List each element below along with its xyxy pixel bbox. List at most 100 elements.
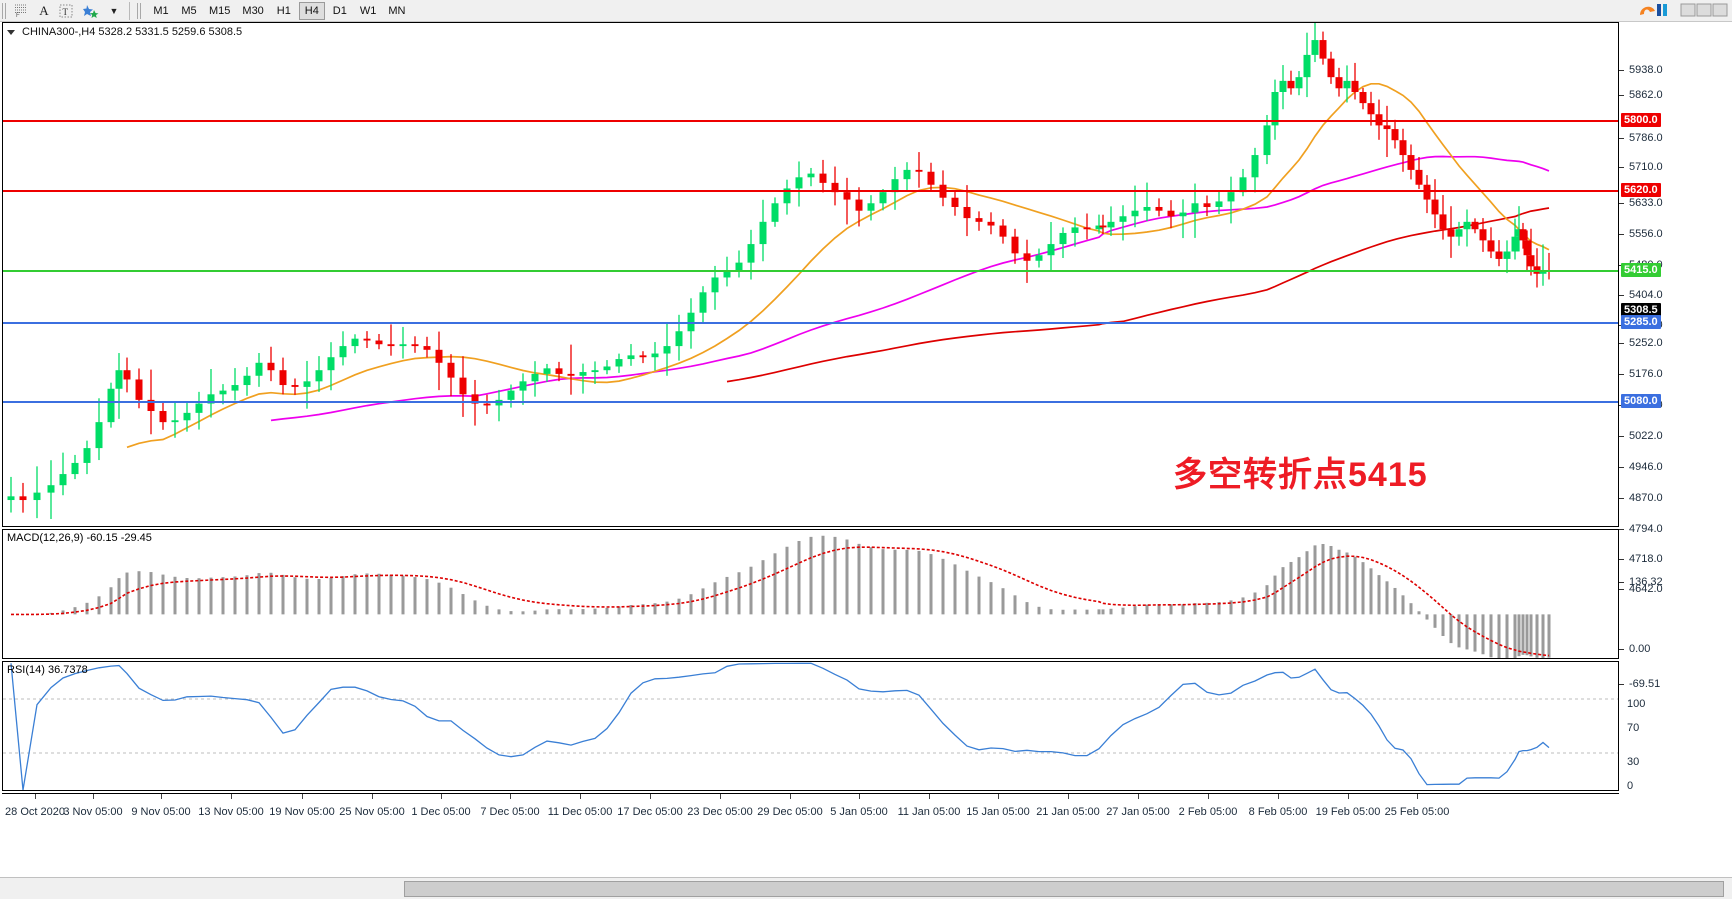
time-tick-label: 8 Feb 05:00	[1248, 806, 1308, 818]
time-tick-label: 19 Nov 05:00	[269, 806, 335, 818]
time-tick-label: 21 Jan 05:00	[1036, 806, 1100, 818]
price-tick	[1619, 374, 1624, 375]
time-tick	[720, 794, 721, 799]
price-scale[interactable]: 5938.05862.05786.05710.05633.05556.05480…	[1619, 22, 1732, 792]
collapse-triangle-icon[interactable]	[7, 29, 15, 35]
time-tick	[93, 794, 94, 799]
price-level-badge[interactable]: 5800.0	[1621, 113, 1661, 127]
window-controls-icon	[1680, 3, 1728, 17]
main-toolbar: F A T ▼ M1 M5 M15 M30 H1 H4 D1 W1 MN	[0, 0, 1732, 22]
text-label-icon[interactable]: T	[55, 2, 77, 20]
price-tick-label: 5862.0	[1629, 89, 1663, 101]
macd-tick-label: -69.51	[1629, 678, 1661, 690]
toolbar-grip[interactable]	[2, 2, 7, 19]
time-tick-label: 28 Oct 2020	[5, 806, 65, 818]
price-tick-label: 4642.0	[1629, 583, 1663, 595]
time-tick	[510, 794, 511, 799]
price-tick-label: 5022.0	[1629, 430, 1663, 442]
price-level-badge[interactable]: 5285.0	[1621, 315, 1661, 329]
scrollbar-thumb[interactable]	[404, 881, 1724, 897]
time-tick	[1278, 794, 1279, 799]
price-level-badge[interactable]: 5415.0	[1621, 263, 1661, 277]
macd-panel[interactable]: MACD(12,26,9) -60.15 -29.45	[2, 529, 1619, 659]
time-tick-label: 29 Dec 05:00	[757, 806, 823, 818]
price-tick	[1619, 649, 1624, 650]
timeframe-button-h4[interactable]: H4	[298, 1, 325, 20]
time-tick	[231, 794, 232, 799]
horizontal-scrollbar[interactable]	[0, 877, 1732, 899]
price-tick	[1619, 295, 1624, 296]
timeframe-button-h1[interactable]: H1	[276, 4, 291, 17]
price-tick	[1619, 529, 1624, 530]
rsi-panel[interactable]: RSI(14) 36.7378	[2, 661, 1619, 791]
time-tick-label: 15 Jan 05:00	[966, 806, 1030, 818]
time-tick-label: 23 Dec 05:00	[687, 806, 753, 818]
time-tick-label: 1 Dec 05:00	[411, 806, 471, 818]
price-tick-label: 5252.0	[1629, 337, 1663, 349]
price-tick	[1619, 203, 1624, 204]
time-tick	[1208, 794, 1209, 799]
price-tick-label: 5786.0	[1629, 132, 1663, 144]
macd-tick-label: 0.00	[1629, 643, 1651, 655]
price-series-canvas	[7, 23, 1553, 519]
timeframe-button-mn[interactable]: MN	[388, 4, 406, 17]
price-level-badge[interactable]: 5308.5	[1621, 303, 1661, 317]
time-tick	[650, 794, 651, 799]
time-tick-label: 19 Feb 05:00	[1315, 806, 1381, 818]
text-a-icon[interactable]: A	[39, 2, 49, 18]
price-tick-label: 4870.0	[1629, 492, 1663, 504]
symbol-header: CHINA300-,H4 5328.2 5331.5 5259.6 5308.5	[7, 26, 242, 38]
price-tick	[1619, 467, 1624, 468]
timeframe-button-d1[interactable]: D1	[332, 4, 347, 17]
time-axis[interactable]: 28 Oct 2020 3 Nov 05:00 9 Nov 05:00 13 Nov …	[2, 793, 1619, 824]
time-tick	[1348, 794, 1349, 799]
price-level-badge[interactable]: 5620.0	[1621, 183, 1661, 197]
time-tick	[790, 794, 791, 799]
price-tick	[1619, 234, 1624, 235]
time-tick-label: 25 Feb 05:00	[1384, 806, 1450, 818]
objects-icon[interactable]	[79, 2, 103, 20]
time-tick-label: 11 Dec 05:00	[547, 806, 613, 818]
timeframe-button-w1[interactable]: W1	[359, 4, 377, 17]
timeframe-grip[interactable]	[137, 2, 142, 19]
dropdown-arrow-icon[interactable]: ▼	[109, 5, 119, 16]
crosshair-f-icon[interactable]: F	[10, 2, 33, 20]
price-tick	[1619, 589, 1624, 590]
macd-label: MACD(12,26,9) -60.15 -29.45	[7, 532, 152, 544]
price-level-badge[interactable]: 5080.0	[1621, 394, 1661, 408]
timeframe-button-m15[interactable]: M15	[209, 4, 231, 17]
time-tick	[161, 794, 162, 799]
price-chart-panel[interactable]: CHINA300-,H4 5328.2 5331.5 5259.6 5308.5…	[2, 22, 1619, 527]
time-tick-label: 5 Jan 05:00	[830, 806, 888, 818]
rsi-canvas	[3, 662, 1618, 790]
timeframe-button-m5[interactable]: M5	[181, 4, 197, 17]
timeframe-button-m1[interactable]: M1	[153, 4, 169, 17]
time-tick	[1068, 794, 1069, 799]
candlestick-series	[7, 23, 1553, 519]
hline-pivot-5415[interactable]	[3, 270, 1618, 272]
hline-resistance-5620[interactable]	[3, 190, 1618, 192]
price-tick-label: 4946.0	[1629, 461, 1663, 473]
time-tick	[35, 794, 36, 799]
time-tick-label: 3 Nov 05:00	[63, 806, 123, 818]
time-tick-label: 7 Dec 05:00	[480, 806, 540, 818]
price-tick-label: 4718.0	[1629, 553, 1663, 565]
time-tick	[929, 794, 930, 799]
price-tick	[1619, 498, 1624, 499]
time-tick-label: 25 Nov 05:00	[339, 806, 405, 818]
price-tick-label: 5633.0	[1629, 197, 1663, 209]
rsi-tick-label: 70	[1627, 722, 1640, 734]
chart-annotation: 多空转折点5415	[1173, 456, 1428, 494]
price-tick-label: 5404.0	[1629, 289, 1663, 301]
hline-resistance-5800[interactable]	[3, 120, 1618, 122]
ma-fast-line	[126, 82, 1550, 449]
price-tick-label: 4794.0	[1629, 523, 1663, 535]
time-tick-label: 9 Nov 05:00	[131, 806, 191, 818]
timeframe-group: M1 M5 M15 M30 H1 H4 D1 W1 MN	[147, 1, 411, 20]
top-right-toolbar	[1638, 0, 1730, 20]
rsi-line	[10, 662, 1550, 790]
hline-support-5080[interactable]	[3, 401, 1618, 403]
timeframe-button-m30[interactable]: M30	[242, 4, 264, 17]
hline-support-5285[interactable]	[3, 322, 1618, 324]
ma-slow-line	[726, 207, 1550, 383]
